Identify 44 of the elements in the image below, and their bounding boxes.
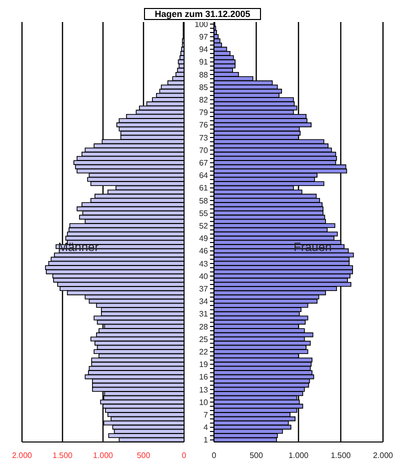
- y-tick-label: 70: [199, 146, 209, 155]
- y-tick-label: 16: [199, 372, 209, 382]
- y-tick-label: 34: [199, 297, 209, 306]
- y-tick-label: 4: [204, 423, 209, 432]
- x-tick-label: 1.000: [288, 451, 310, 460]
- y-tick-label: 88: [199, 70, 209, 80]
- y-tick-label: 55: [199, 208, 209, 218]
- y-tick-label: 85: [199, 82, 209, 92]
- x-tick-label: 500: [136, 451, 151, 460]
- x-tick-label: 0: [182, 451, 187, 460]
- y-tick-label: 40: [199, 272, 209, 281]
- y-tick-label: 76: [199, 120, 209, 130]
- y-tick-label: 52: [199, 222, 209, 231]
- y-tick-label: 61: [199, 184, 209, 193]
- y-tick-label: 1: [204, 436, 209, 445]
- y-tick-label: 82: [199, 96, 209, 105]
- y-tick-label: 58: [199, 196, 209, 206]
- x-tick-label: 2.000: [12, 451, 33, 460]
- y-tick-label: 91: [199, 58, 209, 67]
- y-tick-label: 43: [199, 259, 209, 268]
- x-tick-label: 500: [250, 451, 264, 460]
- y-tick-label: 31: [199, 310, 209, 319]
- y-tick-label: 19: [199, 360, 209, 370]
- y-tick-label: 49: [199, 234, 209, 244]
- y-tick-label: 94: [199, 45, 209, 54]
- y-tick-label: 7: [204, 410, 209, 420]
- y-tick-label: 10: [199, 398, 209, 407]
- y-tick-label: 73: [199, 133, 209, 142]
- text: Hagen zum 31.12.2005: [144, 8, 262, 20]
- y-tick-label: 97: [199, 32, 209, 42]
- y-tick-label: 28: [199, 322, 209, 332]
- y-tick-label: 13: [199, 385, 209, 394]
- y-tick-label: 64: [199, 171, 209, 180]
- x-tick-label: 0: [212, 451, 217, 460]
- y-tick-label: 25: [199, 334, 209, 344]
- x-tick-label: 1.000: [92, 451, 114, 460]
- x-tick-label: 1.500: [52, 451, 74, 460]
- y-tick-label: 22: [199, 348, 209, 357]
- y-tick-label: 46: [199, 246, 209, 256]
- y-tick-label: 79: [199, 108, 209, 118]
- y-tick-label: 67: [199, 158, 209, 168]
- x-tick-label: 2.000: [372, 451, 394, 460]
- y-tick-label: 37: [199, 284, 209, 294]
- x-tick-label: 1.500: [330, 451, 352, 460]
